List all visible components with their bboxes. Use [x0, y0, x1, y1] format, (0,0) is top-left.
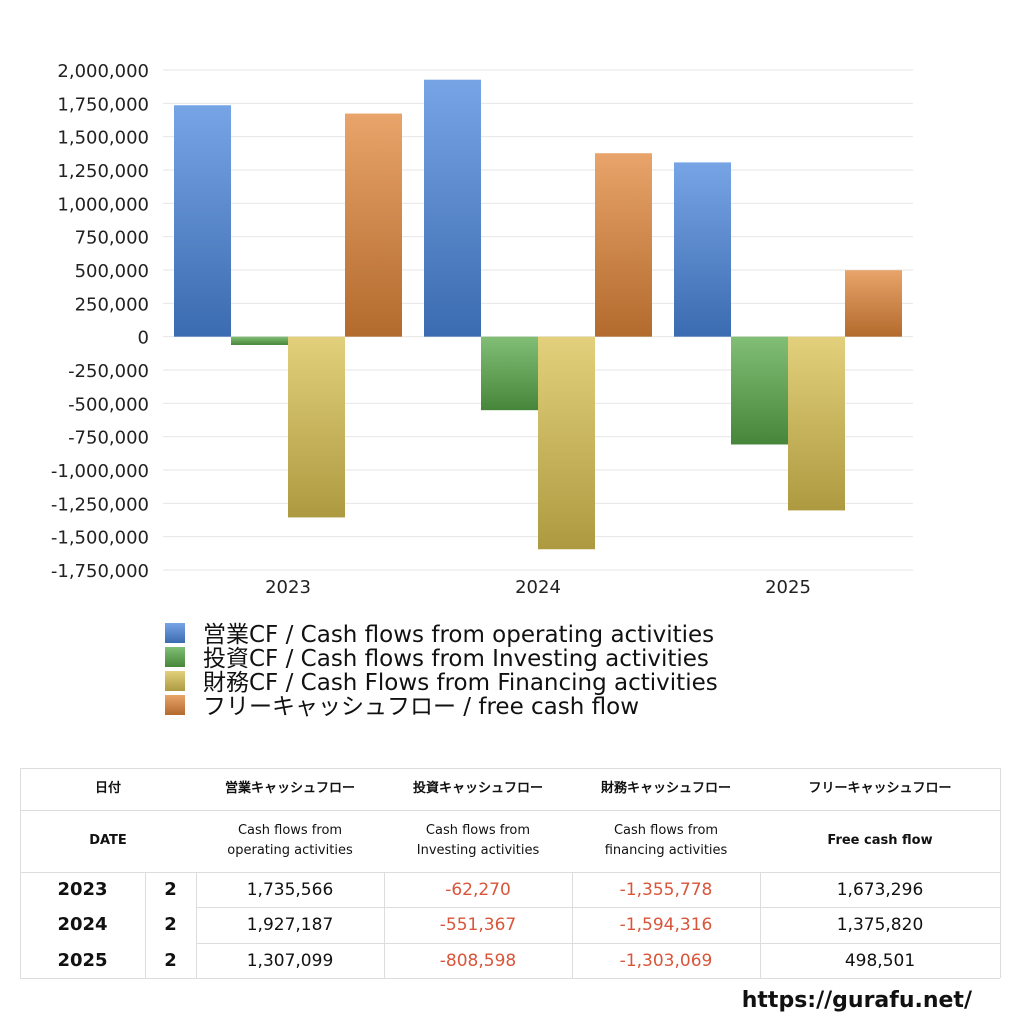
table-cell: 1,307,099	[246, 950, 334, 971]
bar	[788, 336, 845, 511]
table-cell: 1,673,296	[836, 879, 924, 900]
x-tick-label: 2025	[765, 577, 811, 598]
table-subheader: DATE	[89, 833, 127, 848]
table-header: 財務キャッシュフロー	[600, 781, 731, 796]
table-rule	[572, 872, 573, 978]
table-header: 投資キャッシュフロー	[412, 781, 543, 796]
row-label: 2024	[57, 914, 108, 935]
table-rule	[20, 978, 1000, 979]
footer-url: https://gurafu.net/	[741, 988, 972, 1013]
y-tick-label: 0	[138, 328, 149, 349]
table-rule	[20, 768, 1000, 769]
table-rule	[20, 810, 1000, 811]
legend-label: 営業CF / Cash flows from operating activit…	[203, 622, 714, 648]
table-header: 日付	[94, 781, 121, 796]
legend-swatch	[165, 695, 185, 715]
table-subheader: Cash flows from operating activities	[227, 823, 353, 858]
table-rule	[384, 872, 385, 978]
table-cell: 1,927,187	[246, 915, 334, 935]
table-cell: -62,270	[445, 879, 511, 900]
y-tick-label: -500,000	[68, 394, 149, 415]
bar	[731, 336, 788, 445]
bar	[595, 153, 652, 337]
table-rule	[196, 943, 1000, 944]
table-subheader: Free cash flow	[827, 833, 933, 848]
table-header: 営業キャッシュフロー	[224, 781, 355, 796]
y-tick-label: 1,750,000	[57, 94, 149, 115]
bar	[481, 336, 538, 411]
table-rule	[196, 907, 1000, 908]
table-cell: 498,501	[844, 950, 916, 971]
table-subheader: Cash flows from financing activities	[604, 823, 728, 858]
y-tick-label: -250,000	[68, 361, 149, 382]
row-label: 2	[164, 914, 177, 935]
table-cell: -1,355,778	[619, 879, 713, 900]
y-tick-label: -1,000,000	[51, 461, 149, 482]
y-tick-label: -750,000	[68, 428, 149, 449]
bar	[845, 270, 902, 337]
legend-label: フリーキャッシュフロー / free cash flow	[203, 694, 639, 720]
bar	[674, 162, 731, 337]
bar	[345, 113, 402, 337]
legend-label: 財務CF / Cash Flows from Financing activit…	[203, 670, 718, 696]
bar	[174, 105, 231, 337]
table-cell: 1,375,820	[836, 915, 924, 935]
x-tick-label: 2023	[265, 577, 311, 598]
y-tick-label: 250,000	[75, 294, 149, 315]
table-cell: -551,367	[439, 915, 517, 935]
table-cell: -1,594,316	[619, 915, 713, 935]
table-header: フリーキャッシュフロー	[808, 781, 952, 796]
row-label: 2023	[57, 878, 108, 900]
x-tick-label: 2024	[515, 577, 561, 598]
y-tick-label: 750,000	[75, 228, 149, 249]
table-cell: 1,735,566	[246, 879, 334, 900]
y-tick-label: 1,500,000	[57, 128, 149, 149]
table-rule	[196, 872, 197, 978]
bar	[538, 336, 595, 550]
legend-swatch	[165, 623, 185, 643]
table-rule	[20, 872, 1000, 873]
y-tick-label: -1,750,000	[51, 561, 149, 582]
y-tick-label: 500,000	[75, 261, 149, 282]
bar	[288, 336, 345, 518]
table-cell: -1,303,069	[619, 950, 713, 971]
table-rule	[760, 872, 761, 978]
row-label: 2	[164, 949, 177, 971]
y-tick-label: -1,250,000	[51, 494, 149, 515]
y-tick-label: 2,000,000	[57, 61, 149, 82]
legend-swatch	[165, 647, 185, 667]
chart: -1,750,000 -1,500,000 -1,250,000 -1,000,000…	[51, 61, 913, 720]
table-rule	[145, 872, 146, 978]
y-tick-label: 1,000,000	[57, 194, 149, 215]
y-tick-label: 1,250,000	[57, 161, 149, 182]
table-rule	[1000, 768, 1001, 978]
bar	[231, 336, 288, 345]
legend-swatch	[165, 671, 185, 691]
bar	[424, 79, 481, 337]
table-subheader: Cash flows from Investing activities	[416, 823, 540, 858]
y-tick-label: -1,500,000	[51, 528, 149, 549]
table-rule	[20, 768, 21, 978]
row-label: 2025	[57, 949, 108, 971]
row-label: 2	[164, 878, 177, 900]
legend-label: 投資CF / Cash flows from Investing activit…	[203, 646, 709, 672]
table-cell: -808,598	[439, 950, 517, 971]
